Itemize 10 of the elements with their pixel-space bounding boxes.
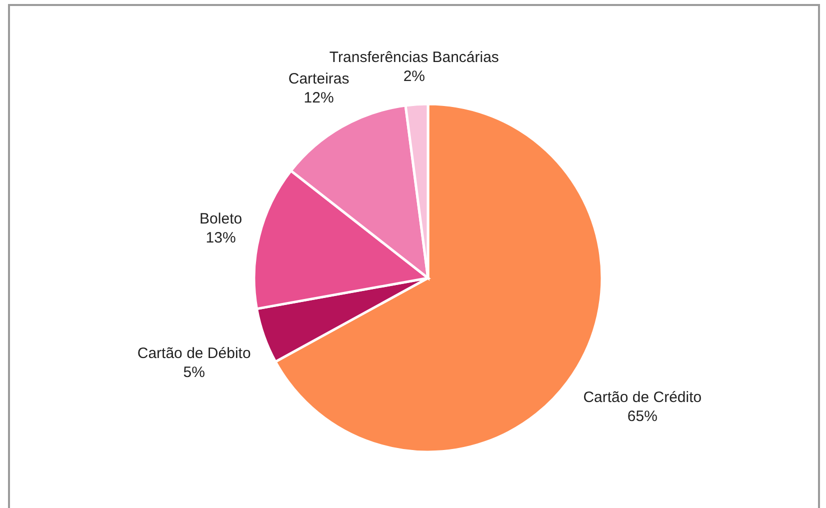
slice-label: Transferências Bancárias xyxy=(329,49,499,66)
slice-label: Carteiras xyxy=(288,70,350,88)
data-label: 65% xyxy=(627,408,658,425)
data-label: 5% xyxy=(183,364,205,381)
slice-label: Cartão de Débito xyxy=(137,344,251,362)
data-label: 13% xyxy=(206,230,236,247)
data-label: 2% xyxy=(403,68,426,86)
slice-label: Boleto xyxy=(200,210,242,228)
data-label: 12% xyxy=(304,89,334,106)
slice-label: Cartão de Crédito xyxy=(583,388,702,406)
